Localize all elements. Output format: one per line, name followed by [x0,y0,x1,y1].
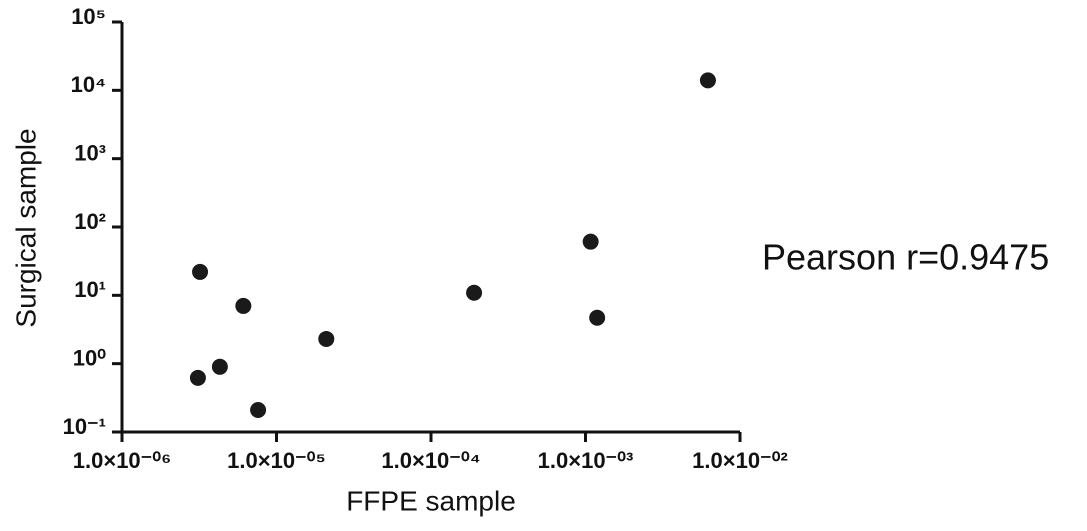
y-axis-label: Surgical sample [10,128,41,327]
point [699,72,716,89]
y-tick-label: 10⁻¹ [63,414,106,439]
point [582,233,599,250]
x-tick-label: 1.0×10⁻⁰² [692,448,788,473]
y-tick-label: 10⁰ [73,345,106,370]
point [250,401,267,418]
y-tick-label: 10² [74,209,106,234]
annotation: Pearson r=0.9475 [762,237,1049,278]
y-tick-label: 10⁵ [71,4,106,29]
point [235,297,252,314]
point [192,263,209,280]
y-tick-label: 10³ [74,140,106,165]
point [211,358,228,375]
x-tick-label: 1.0×10⁻⁰⁶ [73,448,171,473]
point [318,330,335,347]
x-tick-label: 1.0×10⁻⁰³ [538,448,634,473]
y-tick-label: 10¹ [74,277,106,302]
point [466,284,483,301]
x-tick-label: 1.0×10⁻⁰⁵ [227,448,326,473]
point [589,309,606,326]
x-axis-label: FFPE sample [346,485,516,516]
y-tick-label: 10⁴ [71,72,106,97]
x-tick-label: 1.0×10⁻⁰⁴ [381,448,480,473]
point [189,369,206,386]
